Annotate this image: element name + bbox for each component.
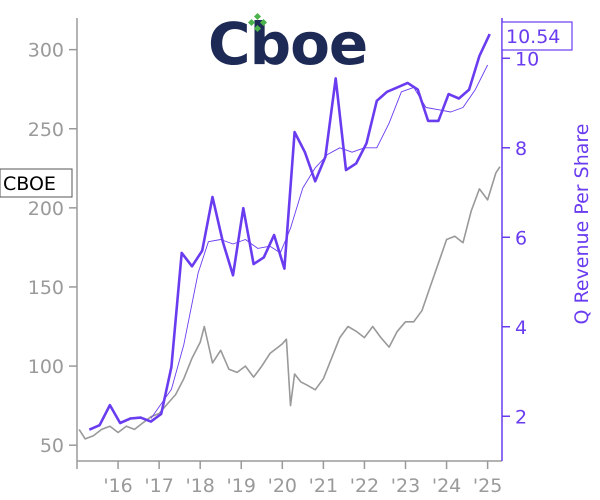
series-layer <box>78 33 501 440</box>
right-axis-title: Q Revenue Per Share <box>571 124 593 325</box>
x-tick-label: '16 <box>103 475 132 497</box>
revenue-trend-line <box>150 64 489 419</box>
left-tick-label: 250 <box>28 119 64 141</box>
ticker-text: CBOE <box>3 173 56 195</box>
x-tick-label: '22 <box>350 475 379 497</box>
last-value-box <box>501 21 573 51</box>
left-tick-label: 150 <box>28 277 64 299</box>
x-tick-label: '25 <box>473 475 502 497</box>
right-axis-ticks: 2 4 6 8 10 <box>502 48 539 428</box>
x-axis-ticks: '16 '17 '18 '19 '20 '21 '22 '23 '24 '25 <box>76 461 502 497</box>
left-tick-label: 50 <box>40 435 64 457</box>
left-axis-ticks: 50 100 150 200 250 300 <box>28 40 77 457</box>
x-tick-label: '20 <box>268 475 297 497</box>
x-tick-label: '19 <box>227 475 256 497</box>
left-tick-label: 200 <box>28 198 64 220</box>
x-tick-label: '17 <box>144 475 173 497</box>
last-value-label: 10.54 <box>501 21 573 51</box>
right-tick-label: 4 <box>515 317 527 339</box>
logo-text: Cboe <box>208 10 367 78</box>
right-tick-label: 6 <box>515 227 527 249</box>
last-value-text: 10.54 <box>506 26 560 48</box>
x-tick-label: '18 <box>185 475 214 497</box>
x-tick-label: '21 <box>309 475 338 497</box>
x-tick-label: '24 <box>432 475 461 497</box>
logo-diamond-icon <box>247 12 268 33</box>
revenue-series-line <box>88 33 491 431</box>
x-tick-label: '23 <box>391 475 420 497</box>
ticker-label: CBOE <box>0 168 73 198</box>
cboe-logo: Cboe <box>208 10 368 78</box>
left-tick-label: 300 <box>28 40 64 62</box>
left-tick-label: 100 <box>28 356 64 378</box>
right-tick-label: 10 <box>515 48 539 70</box>
right-tick-label: 8 <box>515 138 527 160</box>
ticker-box <box>0 168 73 198</box>
right-tick-label: 2 <box>515 406 527 428</box>
